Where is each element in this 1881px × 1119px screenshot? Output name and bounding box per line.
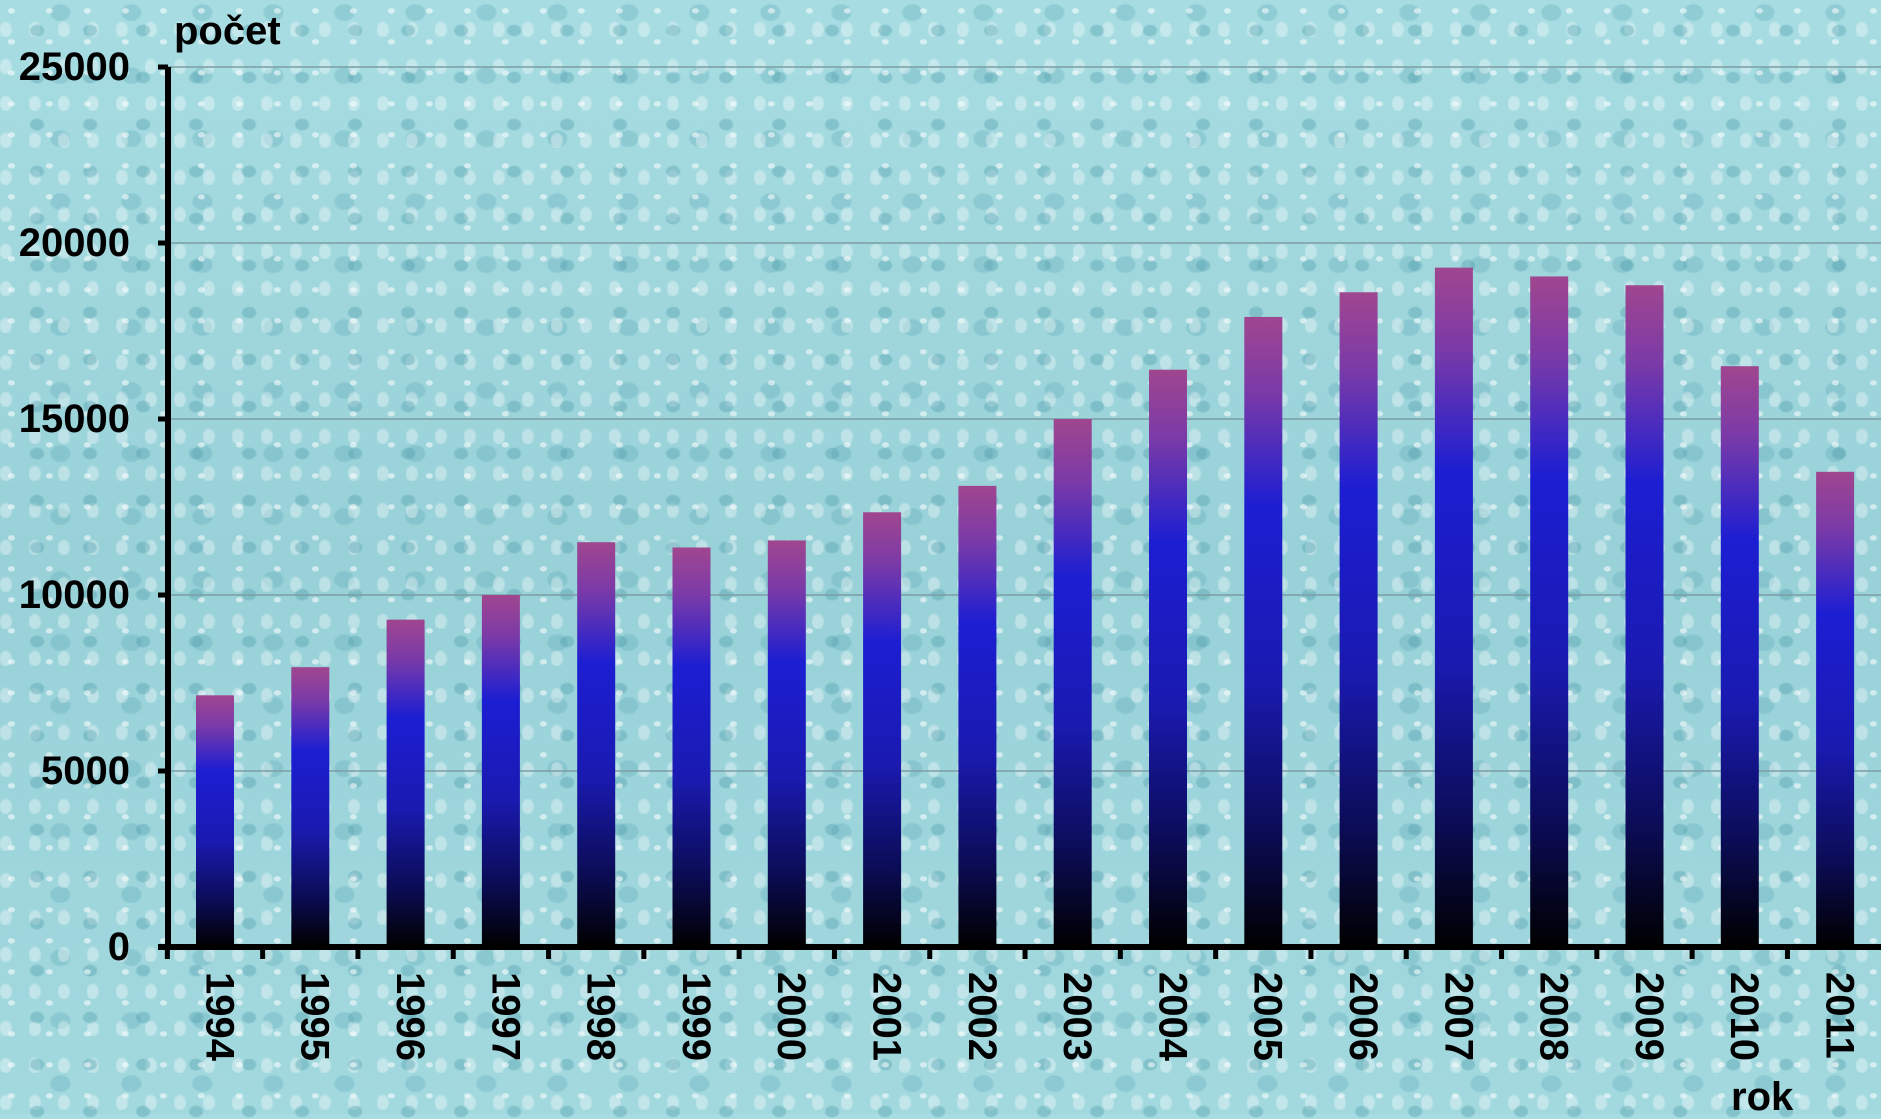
x-tick-label: 2006 bbox=[1341, 972, 1385, 1061]
bar-2002 bbox=[958, 485, 997, 947]
bar-1995 bbox=[291, 667, 330, 947]
y-tick-label: 15000 bbox=[19, 397, 130, 441]
bar-1996 bbox=[386, 619, 425, 947]
x-tick-label: 1995 bbox=[293, 972, 337, 1061]
x-tick-label: 2009 bbox=[1627, 972, 1671, 1061]
y-axis-title: počet bbox=[174, 9, 281, 53]
bar-2006 bbox=[1339, 292, 1378, 947]
x-tick-label: 2000 bbox=[769, 972, 813, 1061]
y-tick-label: 0 bbox=[108, 925, 130, 969]
bar-1997 bbox=[481, 595, 520, 947]
y-tick-label: 5000 bbox=[41, 749, 130, 793]
x-tick-label: 2011 bbox=[1818, 972, 1862, 1059]
bar-1994 bbox=[196, 695, 234, 947]
bar-2007 bbox=[1434, 267, 1473, 947]
x-tick-label: 2001 bbox=[865, 972, 909, 1061]
bar-2001 bbox=[863, 512, 902, 947]
x-tick-label: 2003 bbox=[1055, 972, 1099, 1061]
bar-2004 bbox=[1149, 369, 1187, 948]
bar-2009 bbox=[1625, 285, 1664, 947]
y-tick-label: 20000 bbox=[19, 221, 130, 265]
x-tick-label: 2004 bbox=[1150, 972, 1194, 1062]
bar-1998 bbox=[577, 542, 616, 947]
y-tick-label: 10000 bbox=[19, 573, 130, 617]
x-tick-label: 1996 bbox=[388, 972, 432, 1061]
x-tick-label: 2005 bbox=[1246, 972, 1290, 1061]
bars bbox=[196, 267, 1855, 948]
bar-2011 bbox=[1816, 471, 1855, 947]
bar-1999 bbox=[672, 547, 711, 947]
x-tick-labels: 1994 1995 1996 1997 1998 1999 2000 2001 2002 2003… bbox=[197, 972, 1861, 1062]
bar-2000 bbox=[767, 540, 806, 947]
y-tick-label: 25000 bbox=[19, 45, 130, 89]
axes bbox=[158, 64, 1881, 959]
bar-2010 bbox=[1720, 366, 1759, 947]
x-tick-label: 2007 bbox=[1436, 972, 1480, 1061]
x-tick-label: 1994 bbox=[197, 972, 241, 1062]
x-tick-label: 1999 bbox=[674, 972, 718, 1061]
gridlines bbox=[168, 66, 1881, 772]
x-tick-label: 2010 bbox=[1722, 972, 1766, 1061]
x-tick-label: 2008 bbox=[1532, 972, 1576, 1061]
bar-2005 bbox=[1244, 316, 1283, 947]
bar-2003 bbox=[1053, 419, 1092, 947]
x-tick-label: 1998 bbox=[579, 972, 623, 1061]
x-tick-label: 1997 bbox=[483, 972, 527, 1061]
x-axis-title: rok bbox=[1731, 1075, 1794, 1114]
bar-2008 bbox=[1530, 276, 1569, 947]
x-tick-label: 2002 bbox=[960, 972, 1004, 1061]
y-tick-labels: 0 5000 10000 15000 20000 25000 bbox=[19, 45, 130, 969]
